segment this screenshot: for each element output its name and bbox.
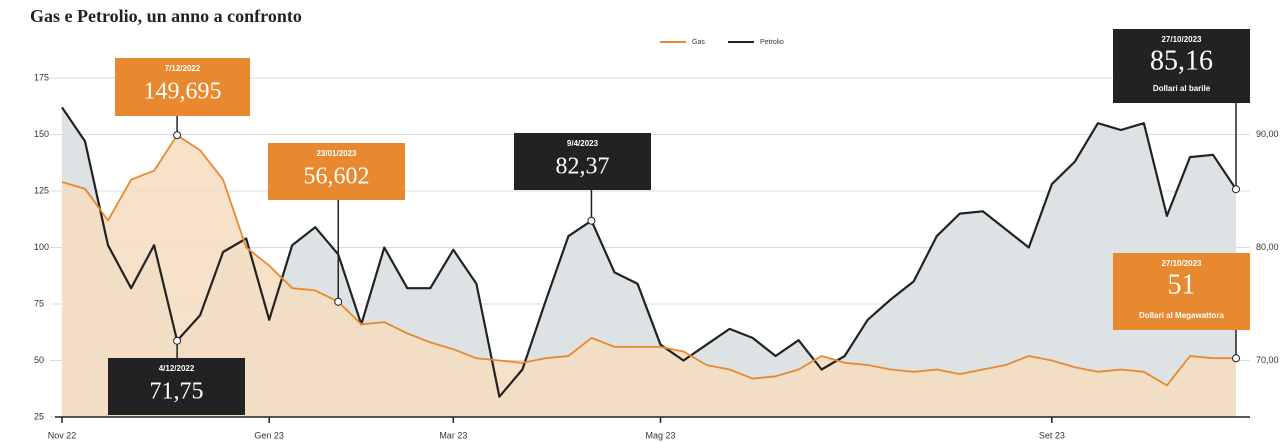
line xyxy=(61,134,1236,387)
annotation-box xyxy=(1113,29,1250,103)
annotation-box xyxy=(115,58,250,116)
y-tick-label: 50 xyxy=(34,355,44,365)
y-tick-label: 150 xyxy=(34,129,49,139)
y2-tick-label: 70,00 xyxy=(1256,355,1279,365)
y2-tick-label: 80,00 xyxy=(1256,242,1279,252)
y-tick-label: 75 xyxy=(34,298,44,308)
annotation-date: 4/12/2022 xyxy=(159,364,195,373)
x-tick-label: Mar 23 xyxy=(439,430,467,440)
y-tick-label: 175 xyxy=(34,72,49,82)
annotation-box xyxy=(268,143,405,200)
annotation-unit: Dollari al Megawattora xyxy=(1139,311,1224,320)
x-tick-label: Set 23 xyxy=(1039,430,1065,440)
x-tick-label: Gen 23 xyxy=(254,430,284,440)
area xyxy=(62,135,1236,417)
annotation-value: 85,16 xyxy=(1150,45,1213,76)
annotation-point xyxy=(173,131,182,140)
annotation-unit: Dollari al barile xyxy=(1153,84,1211,93)
line xyxy=(61,106,1237,398)
y-tick-label: 25 xyxy=(34,411,44,421)
annotation-point xyxy=(334,297,343,306)
y2-tick-label: 90,00 xyxy=(1256,129,1279,139)
legend-label: Petrolio xyxy=(760,39,784,46)
annotation-point xyxy=(587,216,596,225)
x-tick-label: Mag 23 xyxy=(645,430,675,440)
annotation-value: 149,695 xyxy=(144,79,222,105)
y-tick-label: 100 xyxy=(34,242,49,252)
annotation-value: 56,602 xyxy=(304,164,370,190)
annotation-date: 27/10/2023 xyxy=(1161,259,1202,268)
annotation-date: 9/4/2023 xyxy=(567,139,599,148)
annotation-date: 7/12/2022 xyxy=(165,64,201,73)
annotation-box xyxy=(108,358,245,415)
annotation-date: 23/01/2023 xyxy=(316,149,357,158)
annotation-value: 71,75 xyxy=(150,379,204,405)
legend-label: Gas xyxy=(692,39,705,46)
annotation-value: 82,37 xyxy=(556,154,610,180)
annotation-point xyxy=(1232,354,1240,363)
chart-title: Gas e Petrolio, un anno a confronto xyxy=(30,6,302,26)
y-tick-label: 125 xyxy=(34,185,49,195)
annotation-box xyxy=(514,133,651,190)
annotation-point xyxy=(173,336,182,345)
annotation-box xyxy=(1113,253,1250,330)
annotation-date: 27/10/2023 xyxy=(1161,35,1202,44)
annotation-point xyxy=(1232,185,1240,194)
x-tick-label: Nov 22 xyxy=(48,430,77,440)
annotation-value: 51 xyxy=(1168,269,1196,300)
